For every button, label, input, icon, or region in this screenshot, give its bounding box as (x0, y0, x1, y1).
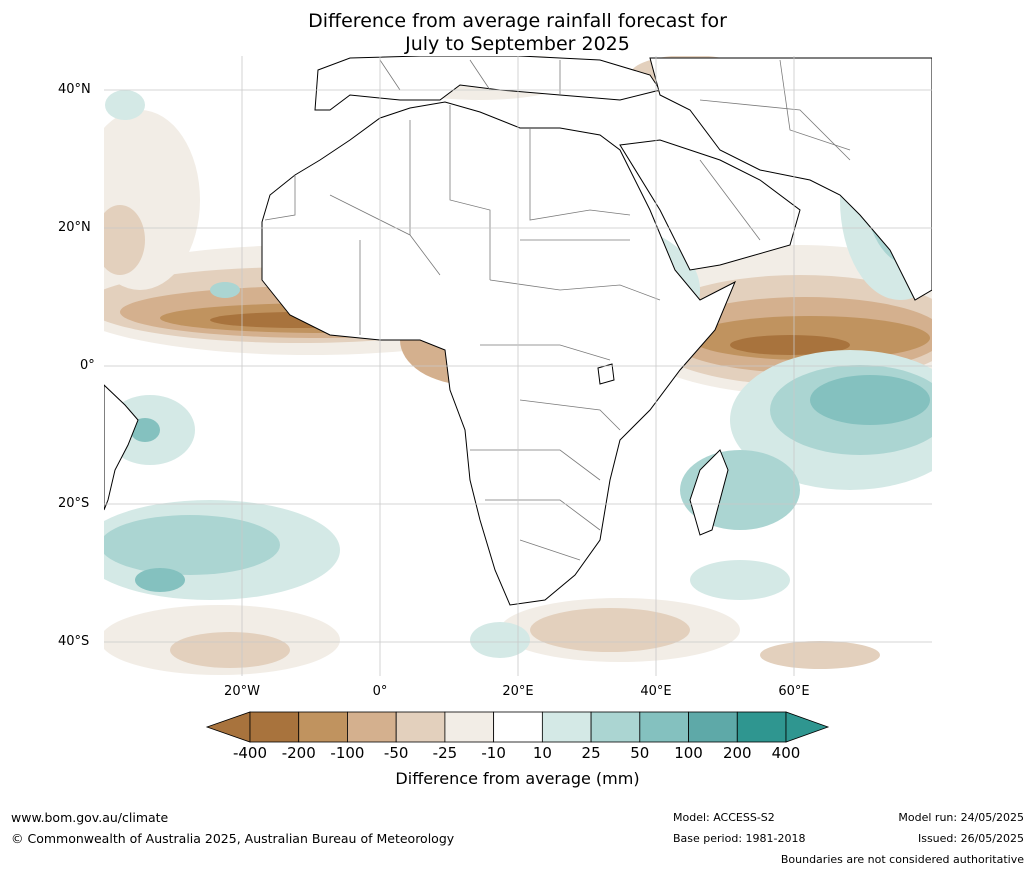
colorbar-segment (249, 711, 300, 743)
lat-label-20n: 20°N (58, 220, 91, 235)
lat-label-equator: 0° (80, 358, 95, 373)
colorbar-low-extension (205, 711, 251, 743)
lon-label-20w: 20°W (224, 684, 260, 699)
map-title: Difference from average rainfall forecas… (0, 10, 1035, 56)
colorbar-tick-label: -10 (481, 744, 506, 762)
colorbar-tick-label: 200 (722, 744, 752, 762)
colorbar-segment (493, 711, 543, 743)
colorbar-segment (347, 711, 397, 743)
lat-label-40n: 40°N (58, 82, 91, 97)
europe-outline (314, 56, 661, 111)
colorbar-tick-label: 100 (674, 744, 703, 762)
issued-date: Issued: 26/05/2025 (917, 832, 1024, 845)
model-run-date: Model run: 24/05/2025 (898, 811, 1024, 824)
lake-victoria-outline (597, 363, 615, 385)
colorbar-tick-label: -50 (383, 744, 409, 762)
colorbar-segment (541, 711, 592, 743)
base-period: Base period: 1981-2018 (673, 832, 806, 845)
lon-label-20e: 20°E (502, 684, 534, 699)
lon-label-0: 0° (372, 684, 388, 699)
country-borders (264, 59, 851, 561)
colorbar-segment (395, 711, 446, 743)
colorbar-segment (688, 711, 738, 743)
lon-label-60e: 60°E (778, 684, 810, 699)
colorbar-title: Difference from average (mm) (395, 769, 640, 788)
boundaries-disclaimer: Boundaries are not considered authoritat… (780, 853, 1024, 866)
lat-label-20s: 20°S (58, 496, 90, 511)
colorbar-tick-label: -400 (232, 744, 268, 762)
colorbar-segment (298, 711, 348, 743)
lat-label-40s: 40°S (58, 634, 90, 649)
colorbar-tick-label: -200 (281, 744, 316, 762)
colorbar-segments (249, 711, 787, 743)
map-title-line2: July to September 2025 (405, 33, 630, 55)
model-name: Model: ACCESS-S2 (673, 811, 775, 824)
colorbar-tick-label: 10 (532, 744, 552, 762)
colorbar-tick-label: -100 (330, 744, 365, 762)
colorbar-tick-label: 400 (771, 744, 801, 762)
colorbar-high-extension (785, 711, 830, 743)
colorbar-segment (590, 711, 641, 743)
south-america-outline (104, 384, 139, 511)
arabian-peninsula-outline (619, 139, 801, 271)
copyright-text: © Commonwealth of Australia 2025, Austra… (11, 831, 455, 846)
colorbar-tick-label: -25 (432, 744, 458, 762)
colorbar-tick-labels: -400 -200 -100 -50 -25 -10 10 25 50 100 200 400 (0, 744, 1035, 764)
colorbar-tick-label: 50 (630, 744, 650, 762)
colorbar (205, 711, 830, 743)
madagascar-outline (689, 449, 729, 536)
colorbar-segment (639, 711, 689, 743)
asia-outline (649, 57, 932, 301)
lon-label-40e: 40°E (640, 684, 672, 699)
colorbar-tick-label: 25 (581, 744, 601, 762)
map-title-line1: Difference from average rainfall forecas… (308, 10, 727, 32)
colorbar-segment (736, 711, 787, 743)
website-link[interactable]: www.bom.gov.au/climate (11, 810, 169, 825)
anomaly-fields (104, 56, 932, 676)
colorbar-segment (444, 711, 495, 743)
graticule (104, 56, 932, 676)
